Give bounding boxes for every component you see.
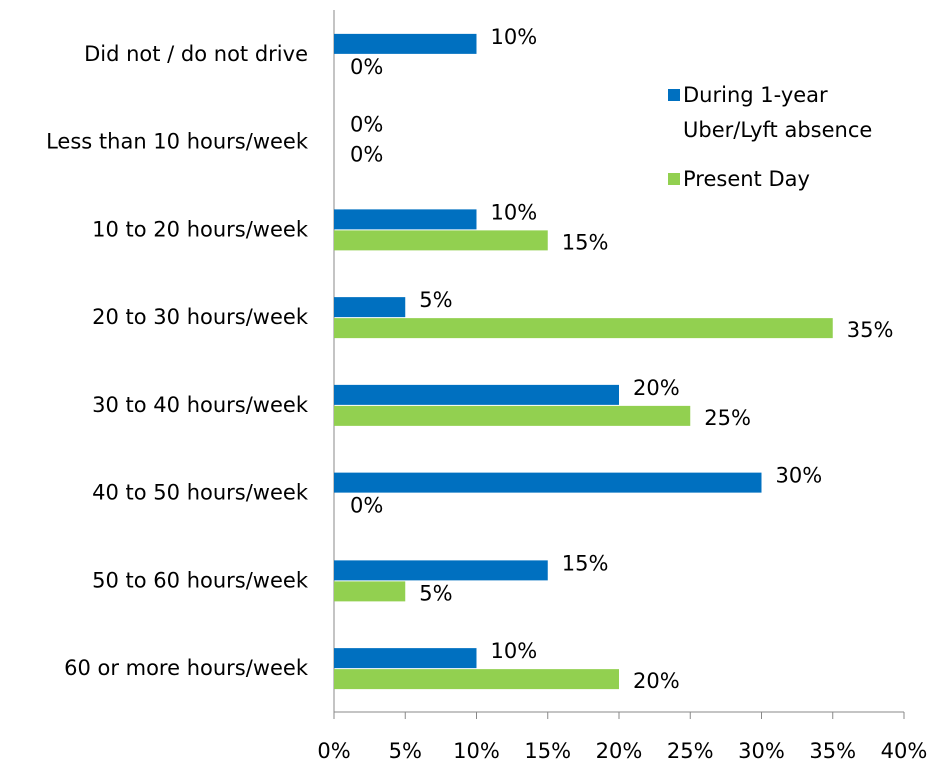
y-tick-label: Did not / do not drive — [84, 42, 308, 66]
y-tick-label: 40 to 50 hours/week — [92, 481, 309, 505]
value-label: 10% — [491, 200, 538, 224]
value-label: 15% — [562, 551, 609, 575]
bar — [334, 472, 762, 493]
value-label: 25% — [704, 406, 751, 430]
y-tick-label: 10 to 20 hours/week — [92, 217, 309, 241]
bar — [334, 297, 406, 318]
value-label: 5% — [419, 581, 452, 605]
y-tick-label: 50 to 60 hours/week — [92, 568, 309, 592]
value-label: 0% — [350, 143, 383, 167]
y-tick-label: 30 to 40 hours/week — [92, 393, 309, 417]
x-tick-label: 25% — [667, 739, 714, 763]
x-tick-label: 15% — [524, 739, 571, 763]
x-tick-label: 40% — [881, 739, 928, 763]
value-label: 10% — [491, 25, 538, 49]
value-label: 5% — [419, 288, 452, 312]
value-label: 20% — [633, 669, 680, 693]
bar — [334, 405, 691, 426]
bar — [334, 209, 477, 230]
value-label: 20% — [633, 376, 680, 400]
legend-label: Present Day — [683, 167, 810, 191]
y-tick-label: 60 or more hours/week — [64, 656, 309, 680]
x-tick-label: 35% — [809, 739, 856, 763]
bar — [334, 318, 833, 339]
y-tick-label: 20 to 30 hours/week — [92, 305, 309, 329]
x-tick-label: 5% — [389, 739, 422, 763]
bar — [334, 669, 619, 690]
x-tick-label: 30% — [738, 739, 785, 763]
legend-swatch — [668, 173, 680, 185]
x-tick-label: 20% — [596, 739, 643, 763]
value-label: 35% — [847, 318, 894, 342]
legend-swatch — [668, 89, 680, 101]
value-label: 10% — [491, 639, 538, 663]
bar — [334, 560, 548, 581]
bar — [334, 33, 477, 54]
bar — [334, 648, 477, 669]
value-label: 0% — [350, 55, 383, 79]
x-tick-label: 10% — [453, 739, 500, 763]
legend-label: During 1-year Uber/Lyft absence — [683, 83, 873, 142]
value-label: 30% — [776, 464, 823, 488]
y-tick-label: Less than 10 hours/week — [46, 130, 309, 154]
bar — [334, 384, 619, 405]
value-label: 15% — [562, 230, 609, 254]
bar — [334, 230, 548, 251]
value-label: 0% — [350, 113, 383, 137]
x-tick-label: 0% — [317, 739, 350, 763]
value-label: 0% — [350, 494, 383, 518]
bar — [334, 581, 406, 602]
